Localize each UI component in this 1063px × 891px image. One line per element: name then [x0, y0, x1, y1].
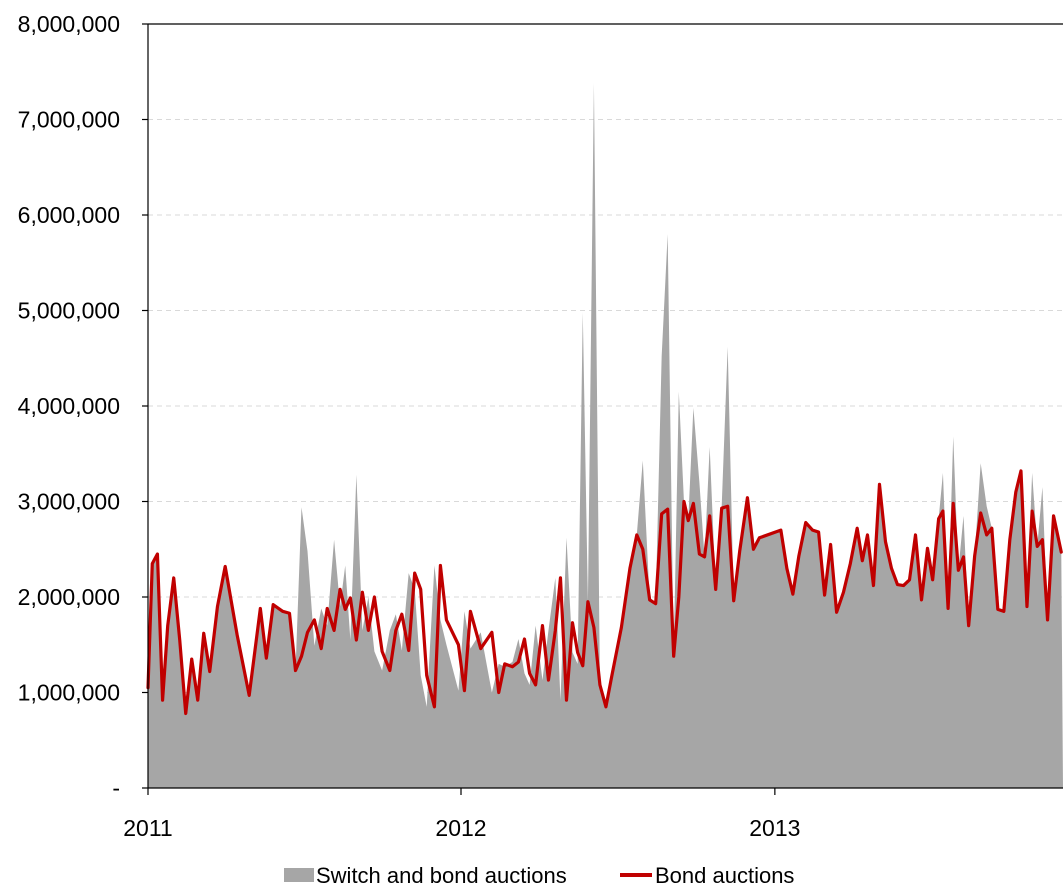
area-series-layer	[148, 83, 1063, 788]
x-tick-label-1: 2012	[435, 815, 486, 841]
y-tick-label-5: 5,000,000	[18, 298, 120, 324]
line-series-layer	[146, 469, 1063, 716]
y-tick-label-6: 6,000,000	[18, 202, 120, 228]
x-tick-label-0: 2011	[123, 815, 172, 841]
y-tick-label-2: 2,000,000	[18, 584, 120, 610]
x-tick-label-2: 2013	[749, 815, 800, 841]
legend-label-switch-and-bond-auctions: Switch and bond auctions	[316, 863, 567, 888]
line-bond-auctions	[146, 469, 1063, 716]
y-tick-label-7: 7,000,000	[18, 107, 120, 133]
y-tick-label-0: -	[112, 775, 120, 801]
y-tick-label-1: 1,000,000	[18, 680, 120, 706]
y-tick-label-4: 4,000,000	[18, 393, 120, 419]
legend: Switch and bond auctions Bond auctions	[284, 863, 794, 888]
area-switch-and-bond-auctions	[148, 83, 1063, 788]
x-axis-tick-labels: 2011 2012 2013	[123, 788, 800, 841]
legend-label-bond-auctions: Bond auctions	[655, 863, 794, 888]
y-tick-label-3: 3,000,000	[18, 489, 120, 515]
legend-swatch-switch-and-bond-auctions	[284, 868, 314, 882]
y-axis-tick-labels: - 1,000,000 2,000,000 3,000,000 4,000,000 5,0…	[18, 11, 148, 801]
y-tick-label-8: 8,000,000	[18, 11, 120, 37]
